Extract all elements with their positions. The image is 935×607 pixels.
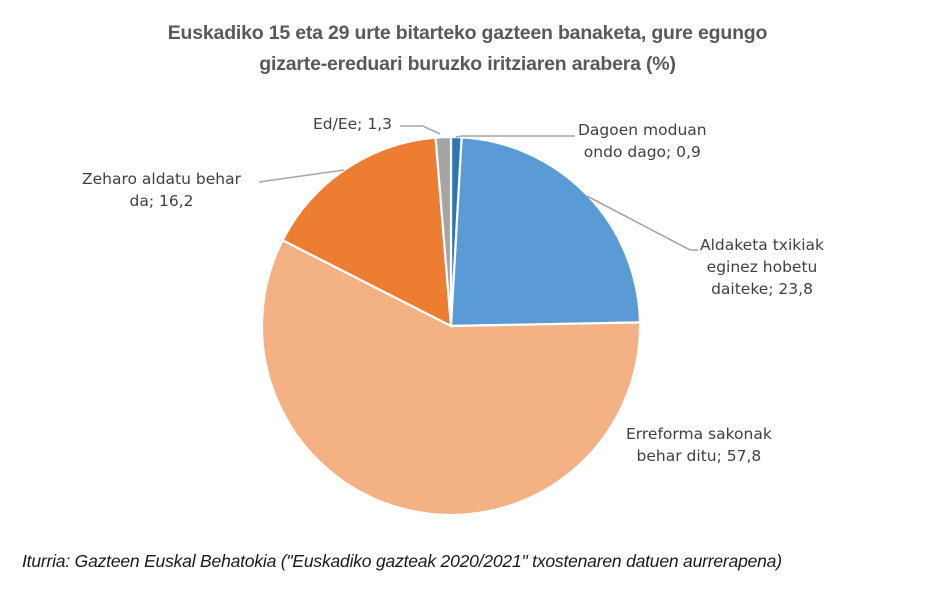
leader-line-dagoen-moduan <box>455 135 575 138</box>
label-line: Aldaketa txikiak <box>700 236 825 254</box>
slice-zeharo-aldatu <box>281 136 453 328</box>
label-line: Zeharo aldatu behar <box>82 170 241 188</box>
chart-title-line-1: Euskadiko 15 eta 29 urte bitarteko gazte… <box>167 22 768 44</box>
leader-line-zeharo-aldatu <box>258 169 345 183</box>
label-line: Ed/Ee; 1,3 <box>313 115 392 133</box>
label-ed-ee: Ed/Ee; 1,3 <box>313 113 392 135</box>
label-line: eginez hobetu <box>706 258 818 276</box>
label-erreforma-sakonak: Erreforma sakonak behar ditu; 57,8 <box>626 423 772 467</box>
slice-erreforma-sakonak <box>260 238 642 517</box>
source-note: Iturria: Gazteen Euskal Behatokia ("Eusk… <box>22 551 782 571</box>
chart-title-line-2: gizarte-ereduari buruzko iritziaren arab… <box>259 53 676 75</box>
leader-line-ed-ee <box>400 125 441 135</box>
label-line: ondo dago; 0,9 <box>583 143 701 161</box>
label-line: da; 16,2 <box>129 192 194 210</box>
label-dagoen-moduan: Dagoen moduan ondo dago; 0,9 <box>578 119 707 163</box>
leader-line-aldaketa-txikiak <box>586 195 698 251</box>
label-line: Erreforma sakonak <box>626 425 772 443</box>
pie-slices <box>260 135 642 517</box>
chart-title: Euskadiko 15 eta 29 urte bitarteko gazte… <box>0 18 935 80</box>
slice-ed-ee <box>434 135 453 327</box>
leader-lines <box>258 125 698 251</box>
label-aldaketa-txikiak: Aldaketa txikiak eginez hobetu daiteke; … <box>700 234 824 300</box>
label-line: Dagoen moduan <box>578 121 707 139</box>
label-zeharo-aldatu: Zeharo aldatu behar da; 16,2 <box>82 168 241 212</box>
label-line: behar ditu; 57,8 <box>636 447 762 465</box>
slice-aldaketa-txikiak <box>449 136 642 328</box>
label-line: daiteke; 23,8 <box>711 280 813 298</box>
